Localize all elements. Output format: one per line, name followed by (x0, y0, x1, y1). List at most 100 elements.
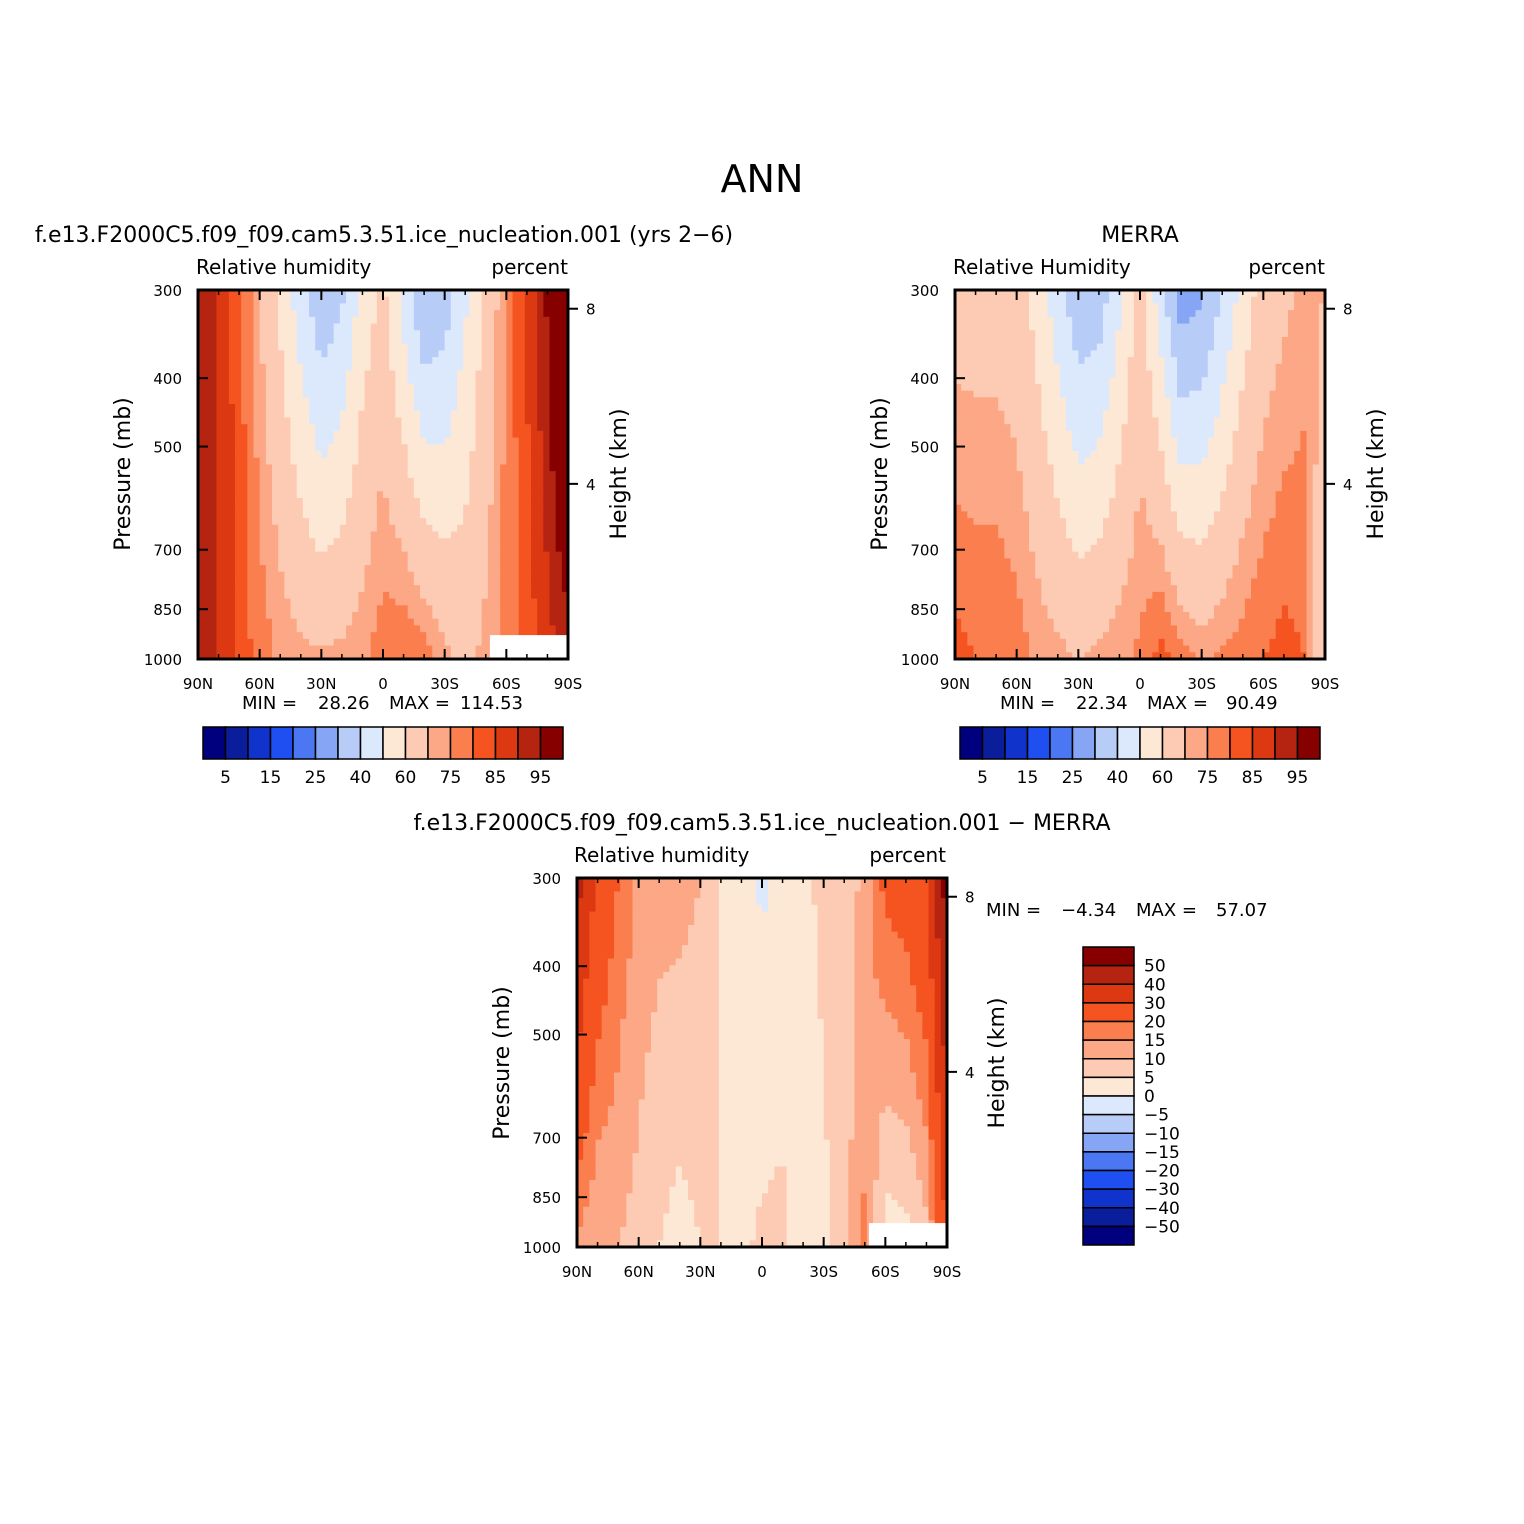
field-cell (1035, 357, 1042, 365)
field-cell (327, 410, 335, 419)
field-cell (1140, 350, 1147, 358)
field-cell (475, 538, 483, 546)
field-cell (543, 565, 551, 573)
field-cell (333, 330, 341, 338)
field-cell (296, 437, 304, 445)
field-cell (998, 323, 1005, 331)
field-cell (321, 551, 329, 559)
field-cell (346, 625, 353, 633)
field-cell (241, 290, 248, 298)
field-cell (494, 585, 501, 593)
field-cell (1053, 330, 1061, 338)
field-cell (333, 363, 341, 372)
field-cell (512, 377, 520, 385)
field-cell (222, 336, 230, 345)
field-cell (290, 625, 298, 633)
field-cell (1288, 330, 1295, 338)
field-cell (222, 625, 230, 633)
field-cell (395, 410, 403, 419)
field-cell (284, 430, 292, 439)
field-cell (967, 417, 975, 425)
field-cell (973, 397, 981, 405)
field-cell (389, 357, 396, 365)
field-cell (376, 497, 384, 506)
field-cell (265, 343, 273, 351)
field-cell (438, 612, 446, 620)
field-cell (426, 316, 433, 325)
field-cell (1066, 316, 1073, 325)
field-cell (1072, 370, 1079, 378)
field-cell (487, 591, 495, 600)
field-cell (265, 524, 273, 533)
field-cell (543, 370, 551, 378)
field-cell (389, 397, 396, 405)
field-cell (1195, 444, 1203, 452)
field-cell (339, 652, 347, 660)
field-cell (420, 350, 427, 358)
field-cell (524, 316, 532, 325)
field-cell (309, 377, 316, 385)
field-cell (457, 336, 464, 345)
field-cell (463, 585, 470, 593)
field-cell (1318, 350, 1326, 358)
field-cell (1103, 451, 1110, 459)
field-cell (309, 491, 316, 499)
field-cell (1109, 323, 1116, 331)
field-cell (401, 511, 409, 519)
field-cell (1312, 437, 1320, 445)
field-cell (420, 357, 427, 365)
field-cell (395, 383, 403, 392)
field-cell (450, 497, 458, 506)
field-cell (339, 363, 347, 372)
field-cell (1072, 383, 1079, 392)
field-cell (549, 296, 557, 305)
field-cell (216, 390, 224, 398)
field-cell (290, 303, 298, 311)
field-cell (481, 316, 489, 325)
field-cell (979, 350, 987, 358)
field-cell (364, 558, 372, 566)
field-cell (432, 638, 440, 647)
field-cell (985, 410, 993, 419)
field-cell (543, 296, 551, 305)
field-cell (1022, 417, 1030, 425)
field-cell (383, 464, 390, 472)
field-cell (1269, 290, 1277, 298)
field-cell (407, 638, 415, 647)
field-cell (364, 571, 372, 580)
field-cell (1115, 343, 1123, 351)
field-cell (1300, 323, 1308, 331)
field-cell (1158, 296, 1166, 305)
field-cell (1251, 424, 1258, 432)
field-cell (1059, 444, 1067, 452)
field-cell (389, 618, 396, 627)
field-cell (339, 390, 347, 398)
field-cell (438, 417, 446, 425)
field-cell (518, 551, 526, 559)
field-cell (370, 565, 378, 573)
field-cell (222, 457, 230, 466)
field-cell (370, 343, 378, 351)
field-cell (1195, 357, 1203, 365)
field-cell (339, 497, 347, 506)
field-cell (967, 410, 975, 419)
field-cell (1220, 404, 1227, 412)
colorbar-box (359, 726, 384, 760)
field-cell (1146, 370, 1153, 378)
field-cell (1072, 316, 1079, 325)
field-cell (537, 598, 544, 606)
field-cell (487, 625, 495, 633)
field-cell (500, 585, 507, 593)
field-cell (1103, 377, 1110, 385)
field-cell (432, 350, 440, 358)
field-cell (475, 437, 483, 445)
field-cell (346, 612, 353, 620)
field-cell (370, 323, 378, 331)
field-cell (555, 504, 563, 512)
field-cell (985, 363, 993, 372)
field-cell (1318, 397, 1326, 405)
field-cell (1288, 343, 1295, 351)
field-cell (1201, 303, 1209, 311)
field-cell (265, 290, 273, 298)
field-cell (407, 551, 415, 559)
